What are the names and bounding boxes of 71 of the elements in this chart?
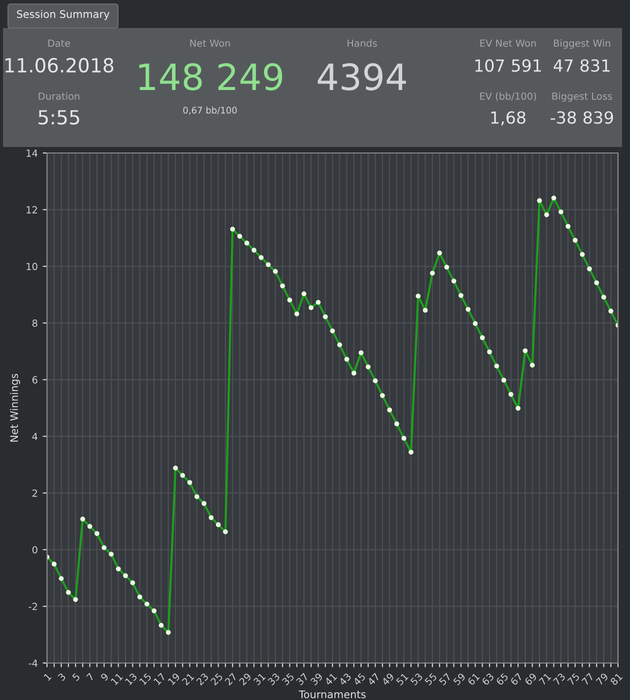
x-tick-label: 37 xyxy=(296,672,309,686)
x-tick-label: 25 xyxy=(210,672,224,686)
text: -38 839 xyxy=(550,111,613,124)
y-tick-label: 8 xyxy=(32,319,38,327)
x-tick-label: 31 xyxy=(253,672,266,686)
text: Biggest Loss xyxy=(552,92,612,102)
x-tick-label: 79 xyxy=(596,672,609,686)
text: 1,68 xyxy=(491,111,526,126)
x-tick-label: 69 xyxy=(524,672,538,686)
x-tick-label: 51 xyxy=(396,672,409,686)
x-tick-label: 65 xyxy=(496,672,509,686)
x-tick-label: 49 xyxy=(381,672,394,686)
x-tick-label: 45 xyxy=(352,672,366,686)
x-tick-label: 75 xyxy=(567,672,580,686)
x-tick-label: 41 xyxy=(324,672,338,686)
x-tick-label: 9 xyxy=(100,672,109,682)
x-tick-label: 29 xyxy=(238,672,252,686)
x-tick-label: 11 xyxy=(110,672,123,686)
text: 148 249 xyxy=(139,63,282,90)
x-tick-label: 77 xyxy=(581,672,594,686)
text: 0,67 bb/100 xyxy=(183,106,237,115)
text: Duration xyxy=(38,92,80,100)
y-tick-label: -2 xyxy=(28,602,37,610)
y-axis-title: Net Winnings xyxy=(10,374,20,442)
x-tick-label: 35 xyxy=(282,672,294,686)
x-tick-label: 71 xyxy=(538,672,552,686)
x-tick-label: 27 xyxy=(224,672,238,686)
x-tick-label: 39 xyxy=(310,672,324,686)
x-tick-label: 7 xyxy=(86,672,94,682)
x-tick-label: 23 xyxy=(196,672,209,686)
x-tick-label: 67 xyxy=(510,672,523,686)
x-tick-label: 73 xyxy=(552,672,566,686)
text: EV Net Won xyxy=(480,40,536,47)
y-tick-label: 10 xyxy=(26,262,38,270)
x-tick-label: 43 xyxy=(338,672,352,686)
x-tick-label: 81 xyxy=(610,672,623,686)
x-tick-label: 1 xyxy=(44,672,52,681)
x-tick-label: 21 xyxy=(182,672,194,686)
text: 11.06.2018 xyxy=(5,58,114,73)
y-tick-label: 0 xyxy=(32,546,38,554)
x-tick-label: 15 xyxy=(139,672,152,686)
y-tick-label: 6 xyxy=(32,376,38,384)
x-tick-label: 13 xyxy=(124,672,138,686)
x-tick-label: 19 xyxy=(168,672,180,686)
x-tick-label: 53 xyxy=(410,672,423,686)
text: Hands xyxy=(348,39,377,47)
y-tick-label: 14 xyxy=(26,150,38,157)
x-tick-label: 59 xyxy=(452,672,466,686)
x-tick-label: 5 xyxy=(72,672,80,682)
text: Biggest Win xyxy=(554,39,610,49)
text: Session Summary xyxy=(16,10,110,20)
y-tick-label: 4 xyxy=(32,432,38,440)
text: 47 831 xyxy=(554,59,610,72)
y-tick-label: 2 xyxy=(32,489,37,497)
text: 5:55 xyxy=(38,110,80,125)
text: Net Won xyxy=(190,40,230,47)
text: Date xyxy=(48,40,70,47)
text: 107 591 xyxy=(475,59,541,72)
x-tick-label: 57 xyxy=(438,672,452,686)
x-tick-label: 33 xyxy=(267,672,280,686)
text: EV (bb/100) xyxy=(480,92,536,101)
y-tick-label: -4 xyxy=(28,660,38,667)
x-tick-label: 3 xyxy=(58,672,66,682)
x-tick-label: 17 xyxy=(153,672,166,686)
x-tick-label: 55 xyxy=(424,672,438,686)
x-tick-label: 61 xyxy=(467,672,480,686)
text: 4394 xyxy=(318,63,406,90)
x-tick-label: 47 xyxy=(367,672,380,686)
y-tick-label: 12 xyxy=(26,206,37,214)
x-tick-label: 63 xyxy=(481,672,494,686)
x-axis-title: Tournaments xyxy=(298,690,366,698)
